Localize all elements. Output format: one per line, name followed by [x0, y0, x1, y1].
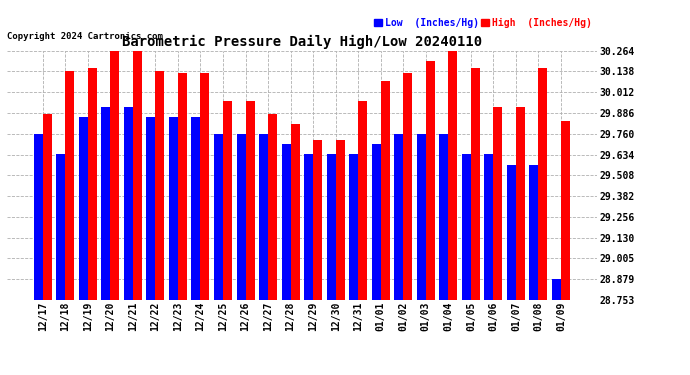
Bar — [440, 134, 449, 300]
Bar — [268, 114, 277, 300]
Bar — [552, 279, 561, 300]
Bar — [223, 101, 232, 300]
Bar — [349, 154, 358, 300]
Bar — [146, 117, 155, 300]
Bar — [381, 81, 390, 300]
Bar — [403, 73, 413, 300]
Text: Copyright 2024 Cartronics.com: Copyright 2024 Cartronics.com — [7, 32, 163, 40]
Bar — [237, 134, 246, 300]
Bar — [538, 68, 547, 300]
Bar — [462, 154, 471, 300]
Bar — [561, 121, 570, 300]
Bar — [57, 154, 66, 300]
Bar — [259, 134, 268, 300]
Bar — [101, 107, 110, 300]
Bar — [326, 154, 335, 300]
Bar — [484, 154, 493, 300]
Legend: Low  (Inches/Hg), High  (Inches/Hg): Low (Inches/Hg), High (Inches/Hg) — [374, 18, 592, 28]
Bar — [88, 68, 97, 300]
Bar — [214, 134, 223, 300]
Bar — [34, 134, 43, 300]
Bar — [201, 73, 210, 300]
Bar — [169, 117, 178, 300]
Bar — [358, 101, 367, 300]
Bar — [394, 134, 403, 300]
Bar — [448, 51, 457, 300]
Bar — [372, 144, 381, 300]
Bar — [155, 71, 164, 300]
Bar — [426, 61, 435, 300]
Bar — [133, 51, 142, 300]
Bar — [66, 71, 75, 300]
Bar — [79, 117, 88, 300]
Bar — [178, 73, 187, 300]
Title: Barometric Pressure Daily High/Low 20240110: Barometric Pressure Daily High/Low 20240… — [122, 35, 482, 50]
Bar — [191, 117, 201, 300]
Bar — [507, 165, 516, 300]
Bar — [335, 140, 345, 300]
Bar — [313, 140, 322, 300]
Bar — [493, 107, 502, 300]
Bar — [124, 107, 133, 300]
Bar — [417, 134, 426, 300]
Bar — [290, 124, 299, 300]
Bar — [110, 51, 119, 300]
Bar — [516, 107, 525, 300]
Bar — [246, 101, 255, 300]
Bar — [304, 154, 313, 300]
Bar — [529, 165, 538, 300]
Bar — [471, 68, 480, 300]
Bar — [282, 144, 290, 300]
Bar — [43, 114, 52, 300]
